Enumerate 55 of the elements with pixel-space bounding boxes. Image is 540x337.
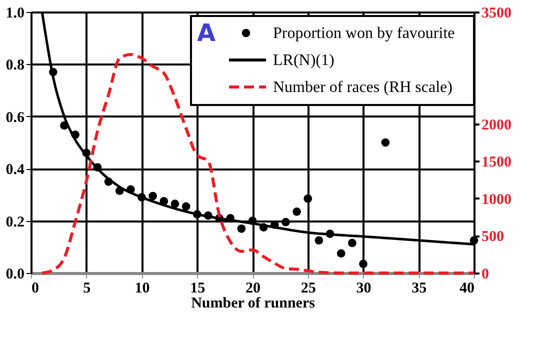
x-tick-label: 0 <box>32 280 39 296</box>
point <box>470 236 478 245</box>
point <box>248 216 257 225</box>
point <box>71 130 80 139</box>
point <box>138 193 146 202</box>
point <box>237 224 246 233</box>
x-tick-label: 40 <box>460 280 474 296</box>
point <box>381 138 390 147</box>
point <box>359 260 368 268</box>
y-tick-label: 0.0 <box>6 266 24 282</box>
x-tick-label: 25 <box>300 280 316 296</box>
point <box>336 249 346 258</box>
legend-label: Proportion won by favourite <box>273 25 455 42</box>
point <box>192 210 202 218</box>
x-tick-label: 35 <box>412 280 427 296</box>
point <box>93 163 102 172</box>
point <box>104 177 113 186</box>
y-tick-label: 0.8 <box>6 58 24 74</box>
y-tick-label: 1.0 <box>6 6 24 22</box>
point <box>304 194 312 203</box>
point <box>170 200 180 208</box>
y2-tick-label: 500 <box>482 229 504 246</box>
point <box>259 223 268 232</box>
y2-tick-label: 0 <box>482 266 489 282</box>
y2-tick-label: 1500 <box>482 154 512 171</box>
x-axis-title: Number of runners <box>191 296 316 312</box>
point <box>160 197 168 206</box>
y-tick-label: 0.4 <box>6 162 25 178</box>
point <box>292 207 301 216</box>
point <box>82 148 91 158</box>
y2-tick-label: 1000 <box>482 192 512 208</box>
annotation: A <box>197 19 216 47</box>
y2-tick-label: 3500 <box>482 6 512 22</box>
x-tick-label: 30 <box>356 280 372 296</box>
point <box>326 230 334 238</box>
point <box>282 218 290 226</box>
x-tick-label: 15 <box>190 280 206 296</box>
x-tick-label: 20 <box>246 280 260 296</box>
point <box>204 211 212 220</box>
point <box>60 121 68 130</box>
point <box>148 192 158 200</box>
point <box>182 202 190 211</box>
x-tick-label: 5 <box>83 280 91 296</box>
point <box>126 185 135 194</box>
point <box>348 238 356 248</box>
point <box>115 186 124 195</box>
legend-label: LR(N)(1) <box>273 52 334 69</box>
y2-tick-label: 2000 <box>482 117 512 134</box>
x-tick-label: 10 <box>134 280 150 296</box>
y-tick-label: 0.2 <box>6 214 24 230</box>
legend-label: Number of races (RH scale) <box>273 79 452 96</box>
line-series <box>40 53 476 274</box>
point <box>48 68 58 76</box>
y-tick-label: 0.6 <box>6 110 25 126</box>
point <box>314 236 324 245</box>
